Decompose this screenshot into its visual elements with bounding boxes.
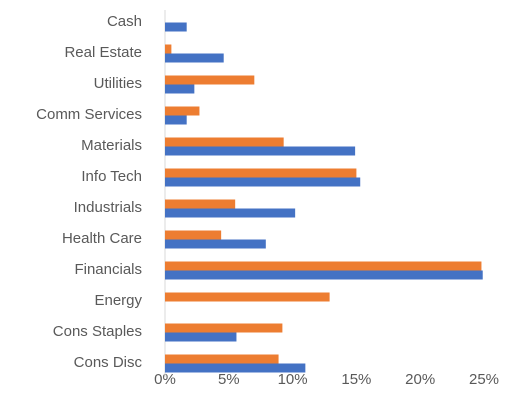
y-tick-label: Cash [107,13,142,30]
y-tick-label: Industrials [74,199,142,216]
x-tick-label: 15% [341,371,371,388]
bar [165,230,222,240]
bar [165,363,306,373]
bar [165,208,296,218]
x-tick-label: 0% [154,371,176,388]
x-tick-label: 10% [278,371,308,388]
bar [165,115,187,125]
bar [165,75,255,85]
bar [165,177,361,187]
x-tick-label: 25% [469,371,499,388]
bar [165,332,237,342]
bar [165,137,284,147]
bar [165,106,200,116]
y-tick-label: Financials [74,261,142,278]
y-tick-label: Health Care [62,230,142,247]
bar [165,146,356,156]
bar [165,84,195,94]
bar [165,292,330,302]
y-tick-label: Info Tech [81,168,142,185]
bar [165,270,483,280]
y-tick-label: Utilities [94,75,142,92]
y-tick-label: Comm Services [36,106,142,123]
y-tick-label: Real Estate [64,44,142,61]
y-tick-label: Cons Disc [74,354,143,371]
x-tick-label: 20% [405,371,435,388]
y-tick-label: Cons Staples [53,323,142,340]
bar [165,261,482,271]
bar [165,199,236,209]
bar [165,53,224,63]
y-tick-label: Energy [94,292,142,309]
bar [165,354,279,364]
bar [165,323,283,333]
bar [165,44,172,54]
bar [165,239,266,249]
bar [165,168,357,178]
x-tick-label: 5% [218,371,240,388]
bar [165,22,187,32]
y-tick-label: Materials [81,137,142,154]
